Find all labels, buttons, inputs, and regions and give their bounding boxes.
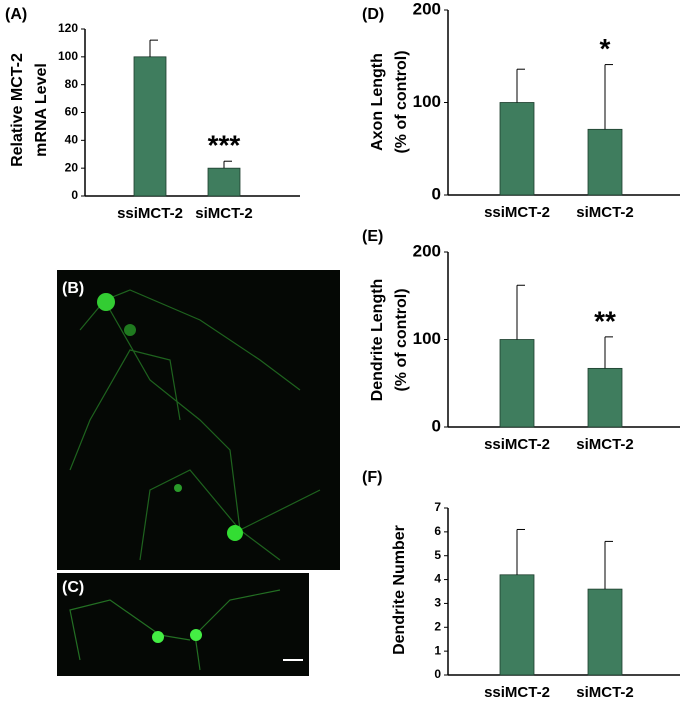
y-tick-label: 100	[58, 49, 78, 63]
panel-label: (B)	[62, 280, 84, 297]
x-tick-label: ssiMCT-2	[484, 436, 550, 453]
y-axis-label: Axon Length	[369, 53, 386, 151]
bar	[499, 102, 535, 196]
bar	[587, 588, 623, 676]
micrograph-c: (C)	[57, 573, 309, 676]
y-tick-label: 0	[434, 667, 441, 681]
significance-annotation: ***	[208, 130, 241, 161]
y-tick-label: 5	[434, 548, 441, 562]
y-tick-label: 200	[413, 0, 441, 18]
y-tick-label: 0	[71, 188, 78, 202]
x-tick-label: siMCT-2	[576, 204, 634, 221]
y-axis-label: (% of control)	[393, 288, 410, 391]
panel-label: (F)	[362, 469, 382, 486]
y-tick-label: 6	[434, 524, 441, 538]
micrograph-b: (B)	[57, 270, 340, 570]
bar	[587, 128, 623, 196]
y-tick-label: 100	[413, 329, 441, 348]
y-axis-label: Dendrite Length	[369, 279, 386, 402]
y-tick-label: 80	[65, 77, 79, 91]
panel-label: (E)	[362, 228, 383, 245]
x-tick-label: siMCT-2	[576, 684, 634, 701]
y-tick-label: 1	[434, 643, 441, 657]
x-tick-label: ssiMCT-2	[117, 205, 183, 222]
significance-annotation: *	[600, 33, 611, 64]
y-tick-label: 3	[434, 596, 441, 610]
bar	[207, 167, 241, 197]
y-axis-label: (% of control)	[393, 50, 410, 153]
y-tick-label: 0	[432, 416, 441, 435]
x-tick-label: siMCT-2	[576, 436, 634, 453]
y-axis-label: mRNA Level	[33, 63, 50, 157]
y-tick-label: 200	[413, 241, 441, 260]
bar	[499, 339, 535, 428]
significance-annotation: **	[594, 305, 616, 336]
x-tick-label: siMCT-2	[195, 205, 253, 222]
x-tick-label: ssiMCT-2	[484, 684, 550, 701]
y-tick-label: 7	[434, 500, 441, 514]
y-tick-label: 100	[413, 92, 441, 111]
bar	[133, 56, 167, 197]
bar	[499, 574, 535, 676]
y-tick-label: 40	[65, 133, 79, 147]
y-tick-label: 60	[65, 105, 79, 119]
y-tick-label: 2	[434, 619, 441, 633]
x-tick-label: ssiMCT-2	[484, 204, 550, 221]
y-tick-label: 120	[58, 21, 78, 35]
y-axis-label: Relative MCT-2	[9, 53, 26, 167]
panel-label: (C)	[62, 579, 84, 596]
panel-label: (D)	[362, 6, 384, 23]
panel-label: (A)	[5, 6, 27, 23]
y-tick-label: 20	[65, 160, 79, 174]
y-tick-label: 0	[432, 184, 441, 203]
y-axis-label: Dendrite Number	[391, 525, 408, 655]
bar	[587, 367, 623, 428]
y-tick-label: 4	[434, 572, 441, 586]
